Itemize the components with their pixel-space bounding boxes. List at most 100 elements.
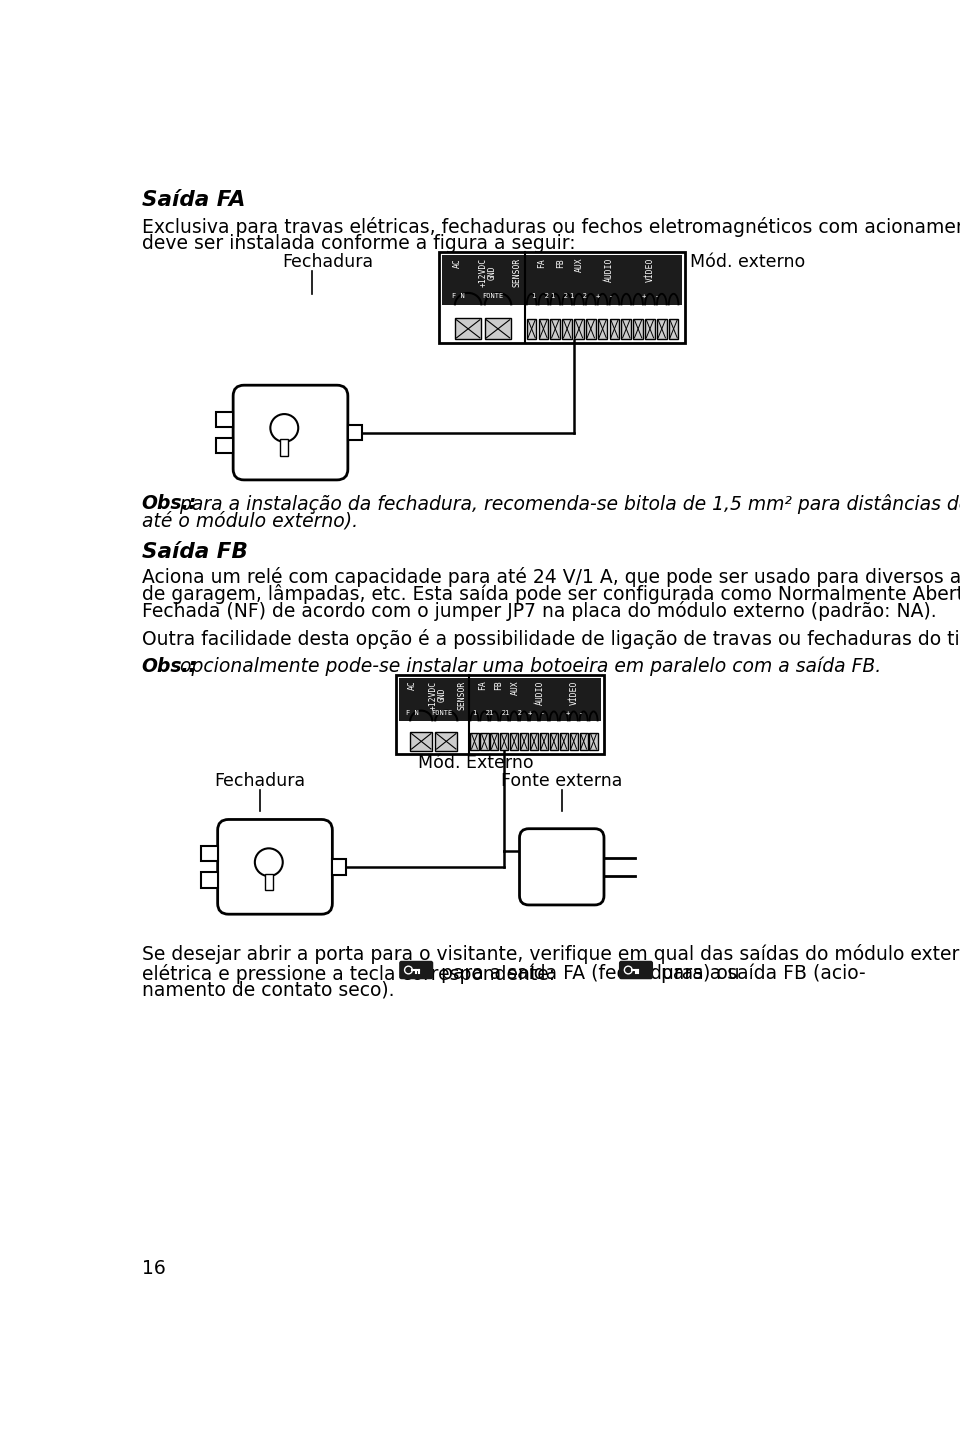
FancyBboxPatch shape [550,732,558,751]
Bar [396,675,604,754]
Text: 16: 16 [142,1259,165,1277]
FancyBboxPatch shape [485,319,511,339]
Bar [442,256,682,304]
FancyBboxPatch shape [399,960,433,979]
Text: 2: 2 [638,963,647,976]
FancyBboxPatch shape [540,732,548,751]
Text: ÁUDIO: ÁUDIO [536,681,544,704]
Circle shape [254,848,283,876]
Circle shape [271,415,299,442]
Text: Fechadura: Fechadura [214,771,305,790]
Text: F N: F N [406,710,420,716]
FancyBboxPatch shape [491,732,498,751]
Text: Aciona um relé com capacidade para até 24 V/1 A, que pode ser usado para diverso: Aciona um relé com capacidade para até 2… [142,567,960,588]
FancyBboxPatch shape [233,386,348,480]
Text: Fechadura: Fechadura [283,253,373,271]
Text: 1  2: 1 2 [570,292,588,298]
Text: Outra facilidade desta opção é a possibilidade de ligação de travas ou fechadura: Outra facilidade desta opção é a possibi… [142,629,960,649]
FancyBboxPatch shape [527,319,537,339]
Text: Obs.:: Obs.: [142,495,197,514]
FancyBboxPatch shape [563,319,572,339]
Text: Fechada (NF) de acordo com o jumper JP7 na placa do módulo externo (padrão: NA).: Fechada (NF) de acordo com o jumper JP7 … [142,601,936,621]
FancyBboxPatch shape [634,319,643,339]
Text: Obs.:: Obs.: [142,656,197,675]
FancyBboxPatch shape [470,732,479,751]
Text: FB: FB [494,681,503,690]
Text: 1  2: 1 2 [505,710,522,716]
Text: Mód. externo: Mód. externo [689,253,804,271]
Text: Fonte externa: Fonte externa [501,771,622,790]
Bar [348,425,362,441]
Text: 1  2: 1 2 [551,292,568,298]
Text: FONTE: FONTE [432,710,453,716]
Text: FA: FA [537,258,546,268]
Text: até o módulo externo).: até o módulo externo). [142,511,358,530]
FancyBboxPatch shape [410,732,432,751]
Text: opcionalmente pode-se instalar uma botoeira em paralelo com a saída FB.: opcionalmente pode-se instalar uma botoe… [175,656,881,677]
Text: AC: AC [453,258,462,268]
Bar [332,858,347,874]
FancyBboxPatch shape [539,319,548,339]
Text: AC: AC [408,681,417,690]
Text: VÍDEO: VÍDEO [570,681,579,704]
Text: +12VDC
GND: +12VDC GND [478,258,496,287]
FancyBboxPatch shape [669,319,679,339]
FancyBboxPatch shape [569,732,578,751]
Text: 1  2: 1 2 [473,710,491,716]
FancyBboxPatch shape [510,732,518,751]
Text: de garagem, lâmpadas, etc. Esta saída pode ser configurada como Normalmente Aber: de garagem, lâmpadas, etc. Esta saída po… [142,585,960,604]
Text: deve ser instalada conforme a figura a seguir:: deve ser instalada conforme a figura a s… [142,234,575,253]
Text: Mód. Externo: Mód. Externo [418,754,534,771]
Text: SENSOR: SENSOR [458,681,467,710]
Text: FB: FB [556,258,565,268]
Bar [265,874,273,890]
FancyBboxPatch shape [519,829,604,905]
FancyBboxPatch shape [580,732,588,751]
FancyBboxPatch shape [550,319,560,339]
Text: +  -: + - [565,710,583,716]
Text: Se desejar abrir a porta para o visitante, verifique em qual das saídas do módul: Se desejar abrir a porta para o visitant… [142,944,960,963]
FancyBboxPatch shape [218,819,332,914]
Text: Exclusiva para travas elétricas, fechaduras ou fechos eletromagnéticos com acion: Exclusiva para travas elétricas, fechadu… [142,217,960,237]
Text: Saída FA: Saída FA [142,191,245,210]
FancyBboxPatch shape [586,319,595,339]
FancyBboxPatch shape [560,732,568,751]
FancyBboxPatch shape [500,732,509,751]
Text: 1  2: 1 2 [532,292,548,298]
FancyBboxPatch shape [455,319,481,339]
Text: FONTE: FONTE [483,292,504,298]
Text: elétrica e pressione a tecla correspondente:: elétrica e pressione a tecla corresponde… [142,963,555,984]
FancyBboxPatch shape [480,732,489,751]
Bar [216,438,233,454]
FancyBboxPatch shape [598,319,608,339]
Text: 1  2: 1 2 [490,710,506,716]
Text: ÁUDIO: ÁUDIO [606,258,614,282]
Text: 1: 1 [419,963,427,976]
Text: AUX: AUX [575,258,585,272]
Bar [399,678,601,720]
Text: SENSOR: SENSOR [513,258,522,287]
Text: +  -: + - [528,710,544,716]
Text: F N: F N [451,292,465,298]
FancyBboxPatch shape [657,319,666,339]
FancyBboxPatch shape [645,319,655,339]
Text: para a instalação da fechadura, recomenda-se bitola de 1,5 mm² para distâncias d: para a instalação da fechadura, recomend… [175,495,960,514]
FancyBboxPatch shape [619,960,653,979]
Text: namento de contato seco).: namento de contato seco). [142,981,395,1000]
Bar [201,845,218,861]
Text: Saída FB: Saída FB [142,541,248,562]
FancyBboxPatch shape [589,732,598,751]
FancyBboxPatch shape [530,732,539,751]
Text: VÍDEO: VÍDEO [646,258,655,282]
Bar [439,252,685,343]
Bar [216,412,233,428]
Text: FA: FA [478,681,487,690]
Text: AUX: AUX [511,681,519,695]
Text: +  -: + - [642,292,660,298]
Circle shape [404,966,413,973]
FancyBboxPatch shape [574,319,584,339]
Text: +12VDC
GND: +12VDC GND [428,681,446,710]
Bar [280,439,289,455]
FancyBboxPatch shape [610,319,619,339]
Bar [201,872,218,888]
